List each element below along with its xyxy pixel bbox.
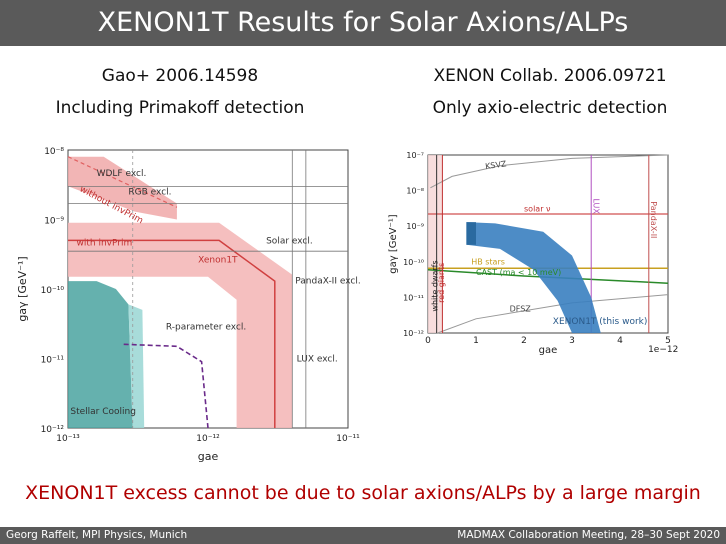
label-dfsz: DFSZ <box>510 305 532 314</box>
dfsz-curve <box>437 294 669 334</box>
right-xtick-label: 4 <box>617 336 623 346</box>
right-ytick-label: 10⁻⁸ <box>406 187 424 196</box>
cast-line <box>427 268 669 284</box>
left-ytick-label: 10⁻¹² <box>41 425 65 435</box>
label-r-parameter: R-parameter excl. <box>166 323 246 333</box>
right-xtick-label: 5 <box>665 336 671 346</box>
right-ytick-label: 10⁻¹¹ <box>403 293 424 302</box>
right-ytick-label: 10⁻¹² <box>403 329 424 338</box>
left-ytick-label: 10⁻⁹ <box>44 217 64 227</box>
with-invprim-line <box>68 239 276 428</box>
ksvz-curve <box>430 154 669 189</box>
label-without-invprim: without invPrim <box>78 184 145 226</box>
xenon1t-band <box>466 222 601 333</box>
label-ksvz: KSVZ <box>485 159 508 171</box>
left-ytick-label: 10⁻¹⁰ <box>41 286 65 296</box>
right-reference: XENON Collab. 2006.09721 <box>433 66 667 86</box>
left-xtick-label: 10⁻¹¹ <box>336 434 360 444</box>
label-cast: CAST (ma < 10 meV) <box>476 268 561 277</box>
label-lux: LUX <box>592 198 601 214</box>
r-parameter-line <box>123 343 209 429</box>
conclusion-text: XENON1T excess cannot be due to solar ax… <box>25 482 701 504</box>
right-xtick-label: 3 <box>569 336 575 346</box>
without-invprim-line <box>67 156 178 208</box>
label-with-invprim: with invPrim <box>76 239 132 249</box>
without-invprim-band <box>68 156 177 220</box>
left-ytick-label: 10⁻¹¹ <box>41 356 65 366</box>
label-white-dwarfs: white dwarfs <box>431 260 440 311</box>
right-xlabel: gae <box>539 345 558 356</box>
stellar-cooling-band <box>128 304 145 428</box>
red-giant-region <box>428 155 443 333</box>
left-ytick-label: 10⁻⁸ <box>44 147 64 157</box>
xenon1t-band <box>68 222 293 428</box>
slide-title: XENON1T Results for Solar Axions/ALPs <box>0 0 726 46</box>
label-pandax: PandaX-II excl. <box>295 276 360 286</box>
right-xtick-label: 0 <box>425 336 431 346</box>
left-xtick-label: 10⁻¹³ <box>56 434 80 444</box>
left-xtick-label: 10⁻¹² <box>196 434 220 444</box>
right-plot-frame <box>427 154 669 334</box>
right-ytick-label: 10⁻¹⁰ <box>403 258 424 267</box>
left-xlabel: gae <box>198 450 219 463</box>
label-solar-nu: solar ν <box>524 204 551 213</box>
label-lux: LUX excl. <box>297 355 338 365</box>
label-pandax: PandaX-II <box>649 201 658 238</box>
footer-meeting: MADMAX Collaboration Meeting, 28–30 Sept… <box>457 529 720 541</box>
label-xenon1t: Xenon1T <box>198 256 238 266</box>
label-solar: Solar excl. <box>266 237 313 247</box>
label-red-giants: red giants <box>437 263 446 303</box>
xenon1t-band-edge <box>466 222 476 245</box>
footer-author: Georg Raffelt, MPI Physics, Munich <box>6 529 188 541</box>
right-xtick-label: 2 <box>521 336 527 346</box>
right-ytick-label: 10⁻⁹ <box>406 222 424 231</box>
label-hb: HB stars <box>471 257 505 266</box>
left-subtitle: Including Primakoff detection <box>55 98 305 118</box>
right-subtitle: Only axio-electric detection <box>432 98 668 118</box>
right-xtick-label: 1 <box>473 336 479 346</box>
label-stellar: Stellar Cooling <box>70 407 136 417</box>
left-plot-frame <box>67 149 349 429</box>
left-ylabel: gaγ [GeV⁻¹] <box>16 256 29 321</box>
stellar-cooling-region <box>68 281 133 428</box>
right-ytick-label: 10⁻⁷ <box>406 151 424 160</box>
left-reference: Gao+ 2006.14598 <box>101 66 259 86</box>
footer: Georg Raffelt, MPI Physics, Munich MADMA… <box>0 527 726 544</box>
right-ylabel: gaγ [GeV⁻¹] <box>388 214 399 274</box>
right-x-multiplier: 1e−12 <box>648 345 678 355</box>
label-wdlf: WDLF excl. <box>97 169 147 179</box>
label-xenon1t: XENON1T (this work) <box>553 317 648 327</box>
label-rgb: RGB excl. <box>128 187 171 197</box>
